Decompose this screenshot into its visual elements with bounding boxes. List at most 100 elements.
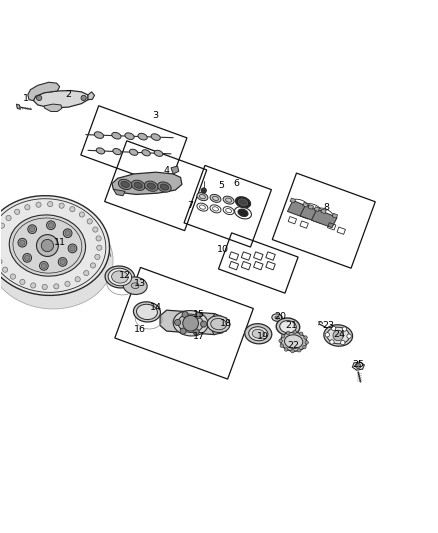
Circle shape	[28, 225, 36, 233]
Circle shape	[41, 263, 46, 269]
Text: 3: 3	[152, 111, 159, 120]
Circle shape	[79, 212, 85, 217]
Circle shape	[11, 274, 16, 279]
Ellipse shape	[235, 197, 251, 208]
Circle shape	[81, 95, 86, 101]
Ellipse shape	[223, 196, 234, 204]
Text: 2: 2	[65, 90, 71, 99]
Ellipse shape	[118, 179, 132, 190]
Circle shape	[47, 201, 53, 207]
Polygon shape	[44, 104, 62, 111]
Polygon shape	[160, 310, 221, 335]
Ellipse shape	[327, 327, 350, 344]
Text: 11: 11	[53, 238, 66, 247]
Circle shape	[281, 334, 285, 338]
Ellipse shape	[151, 134, 160, 140]
Text: 10: 10	[217, 245, 230, 254]
Circle shape	[29, 227, 35, 232]
Circle shape	[41, 239, 53, 252]
Text: 14: 14	[150, 303, 162, 312]
Circle shape	[75, 277, 80, 282]
Polygon shape	[212, 313, 226, 335]
Text: 16: 16	[134, 325, 146, 334]
Polygon shape	[308, 205, 314, 209]
Text: 21: 21	[285, 321, 297, 330]
Circle shape	[87, 219, 92, 224]
Text: 24: 24	[333, 330, 345, 338]
Circle shape	[279, 339, 283, 343]
Ellipse shape	[108, 268, 132, 286]
Ellipse shape	[324, 325, 353, 346]
Circle shape	[305, 341, 308, 344]
Circle shape	[182, 311, 188, 318]
Polygon shape	[33, 91, 88, 108]
Ellipse shape	[112, 271, 128, 283]
Polygon shape	[28, 82, 60, 101]
Ellipse shape	[129, 149, 138, 155]
Text: 7: 7	[187, 201, 194, 210]
Ellipse shape	[238, 209, 248, 216]
Polygon shape	[290, 198, 296, 203]
Polygon shape	[112, 172, 182, 195]
Ellipse shape	[147, 183, 155, 189]
Circle shape	[303, 345, 306, 349]
Ellipse shape	[160, 184, 169, 190]
Circle shape	[341, 341, 345, 345]
Circle shape	[84, 270, 89, 276]
Ellipse shape	[112, 132, 121, 139]
Circle shape	[286, 331, 290, 335]
Circle shape	[60, 260, 65, 264]
Circle shape	[174, 319, 180, 326]
Circle shape	[0, 223, 4, 228]
Circle shape	[201, 188, 206, 193]
Ellipse shape	[238, 199, 247, 206]
Ellipse shape	[138, 133, 147, 140]
Circle shape	[193, 329, 199, 335]
Ellipse shape	[178, 314, 203, 333]
Text: 18: 18	[219, 319, 232, 328]
Ellipse shape	[276, 318, 300, 335]
Ellipse shape	[121, 181, 129, 188]
Ellipse shape	[245, 324, 272, 344]
Polygon shape	[287, 200, 313, 219]
Circle shape	[90, 263, 95, 268]
Ellipse shape	[210, 195, 221, 203]
Polygon shape	[303, 203, 308, 207]
Circle shape	[65, 281, 70, 286]
Ellipse shape	[275, 316, 279, 319]
Circle shape	[25, 205, 30, 210]
Ellipse shape	[142, 150, 150, 156]
Circle shape	[0, 259, 2, 264]
Ellipse shape	[252, 329, 265, 338]
Circle shape	[284, 348, 288, 351]
Polygon shape	[88, 92, 95, 100]
Circle shape	[96, 236, 101, 241]
Polygon shape	[314, 207, 320, 212]
Text: 19: 19	[257, 332, 268, 341]
Circle shape	[280, 344, 283, 348]
Circle shape	[300, 332, 303, 335]
Polygon shape	[321, 209, 326, 214]
Circle shape	[20, 240, 25, 245]
Circle shape	[65, 231, 70, 236]
Text: 6: 6	[233, 179, 240, 188]
Text: 4: 4	[164, 166, 170, 175]
Circle shape	[342, 327, 346, 331]
Circle shape	[42, 284, 47, 289]
Ellipse shape	[94, 132, 103, 139]
Circle shape	[18, 238, 27, 247]
Circle shape	[325, 333, 329, 337]
Ellipse shape	[113, 149, 121, 155]
Ellipse shape	[105, 266, 135, 288]
Text: 1: 1	[23, 94, 29, 103]
Ellipse shape	[0, 196, 110, 295]
Polygon shape	[311, 209, 337, 228]
Circle shape	[97, 245, 102, 251]
Text: 5: 5	[218, 181, 224, 190]
Circle shape	[356, 364, 361, 369]
Ellipse shape	[123, 277, 147, 294]
Text: 25: 25	[353, 360, 365, 369]
Ellipse shape	[134, 302, 160, 322]
Ellipse shape	[137, 304, 157, 320]
Ellipse shape	[131, 283, 139, 288]
